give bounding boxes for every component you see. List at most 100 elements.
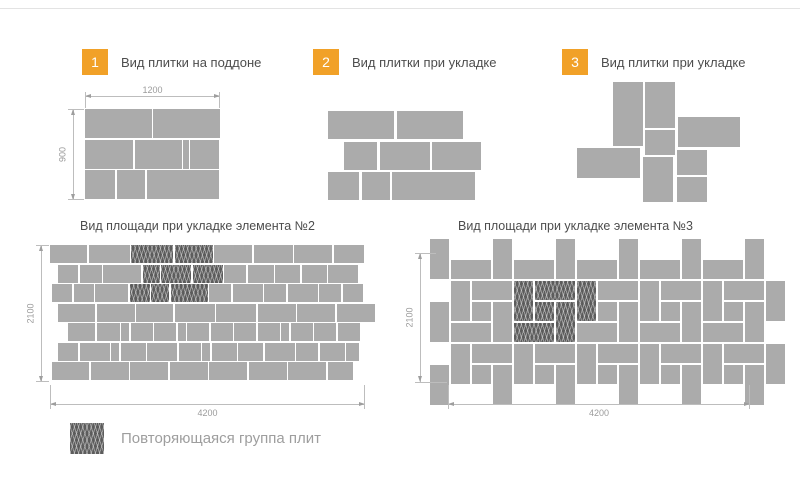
paver-tile [514, 344, 533, 384]
paver-tile [257, 303, 296, 322]
paver-tile [50, 245, 87, 263]
dim-line-area2-width [50, 404, 365, 405]
paver-tile [640, 281, 659, 321]
paver-tile [677, 150, 707, 175]
paver-tile [234, 323, 256, 341]
paver-tile [493, 239, 512, 279]
paver-tile [344, 141, 377, 170]
dim-arrow-icon [418, 376, 422, 382]
paver-tile [121, 323, 129, 341]
repeat-group-swatch [70, 423, 104, 454]
paver-tile [451, 281, 470, 321]
paver-tile [120, 342, 146, 361]
dim-ext-line [219, 92, 220, 108]
paver-tile [253, 245, 293, 263]
section-header-2: 2 Вид плитки при укладке [313, 49, 496, 75]
repeat-group-tile [556, 302, 575, 342]
paver-tile [598, 365, 617, 384]
paver-tile [88, 245, 130, 263]
paver-tile [766, 344, 785, 384]
paver-tile [90, 362, 129, 380]
repeat-group-tile [131, 245, 173, 263]
paver-tile [430, 302, 449, 342]
paver-tile [493, 302, 512, 342]
paver-tile [58, 303, 95, 322]
paver-tile [187, 323, 209, 341]
dim-arrow-icon [85, 93, 91, 98]
paver-tile [619, 239, 638, 279]
paver-tile [209, 362, 247, 380]
paver-tile [619, 365, 638, 405]
dim-line-pallet-width [85, 96, 220, 97]
repeat-group-tile [174, 245, 213, 263]
step-badge-3: 3 [562, 49, 588, 75]
paver-tile [290, 323, 313, 341]
paver-tile [177, 323, 186, 341]
paver-tile [95, 284, 128, 302]
paver-tile [556, 365, 575, 405]
paver-tile [296, 342, 318, 361]
paver-tile [577, 344, 596, 384]
repeat-group-tile [514, 323, 554, 342]
dim-ext-line [364, 385, 365, 409]
paver-tile [745, 239, 764, 279]
repeat-group-tile [192, 264, 223, 283]
paver-tile [598, 344, 638, 363]
repeat-group-tile [161, 264, 191, 283]
paver-tile [294, 245, 332, 263]
paver-tile [264, 342, 295, 361]
paver-tile [745, 365, 764, 405]
paver-tile [577, 260, 617, 279]
paver-tile [682, 302, 701, 342]
paver-tile [342, 284, 363, 302]
paver-tile [535, 344, 575, 363]
paver-tile [645, 82, 675, 128]
paver-tile [472, 281, 512, 300]
dim-label-area3-width: 4200 [588, 408, 610, 418]
paver-tile [328, 172, 359, 200]
paver-tile [346, 342, 359, 361]
paver-tile [96, 303, 135, 322]
paver-tile [288, 362, 326, 380]
dim-ext-line [36, 381, 49, 382]
paver-tile [703, 281, 722, 321]
paver-tile [392, 172, 475, 200]
paver-tile [451, 344, 470, 384]
repeat-group-tile [142, 264, 160, 283]
paver-tile [645, 130, 675, 155]
dim-arrow-icon [39, 245, 43, 251]
paver-tile [328, 111, 394, 139]
laying-unit-2-diagram [328, 111, 481, 200]
paver-tile [451, 260, 491, 279]
paver-tile [314, 323, 336, 341]
paver-tile [724, 344, 764, 363]
paver-tile [58, 264, 78, 283]
section-label-3: Вид плитки при укладке [601, 54, 746, 70]
paver-tile [153, 109, 220, 138]
paver-tile [678, 117, 740, 147]
paver-tile [661, 344, 701, 363]
repeat-group-tile [514, 281, 533, 321]
repeat-group-tile [170, 284, 208, 302]
dim-ext-line [415, 382, 447, 383]
dim-line-pallet-height [73, 109, 74, 200]
dim-label-area3-height: 2100 [404, 307, 415, 328]
paver-tile [52, 362, 89, 380]
legend-label: Повторяющаяся группа плит [121, 430, 321, 447]
dim-arrow-icon [359, 401, 365, 406]
paver-tile [58, 342, 78, 361]
paver-tile [147, 342, 177, 361]
paver-tile [766, 281, 785, 321]
paver-tile [247, 264, 274, 283]
paver-tile [134, 139, 182, 169]
paver-tile [52, 284, 72, 302]
paver-tile [451, 323, 491, 342]
paver-tile [336, 303, 375, 322]
divider-line [0, 8, 800, 9]
dim-arrow-icon [50, 401, 56, 406]
paver-tile [319, 284, 341, 302]
paver-tile [287, 284, 318, 302]
section-header-3: 3 Вид плитки при укладке [562, 49, 745, 75]
pallet-tile-diagram [85, 109, 220, 200]
